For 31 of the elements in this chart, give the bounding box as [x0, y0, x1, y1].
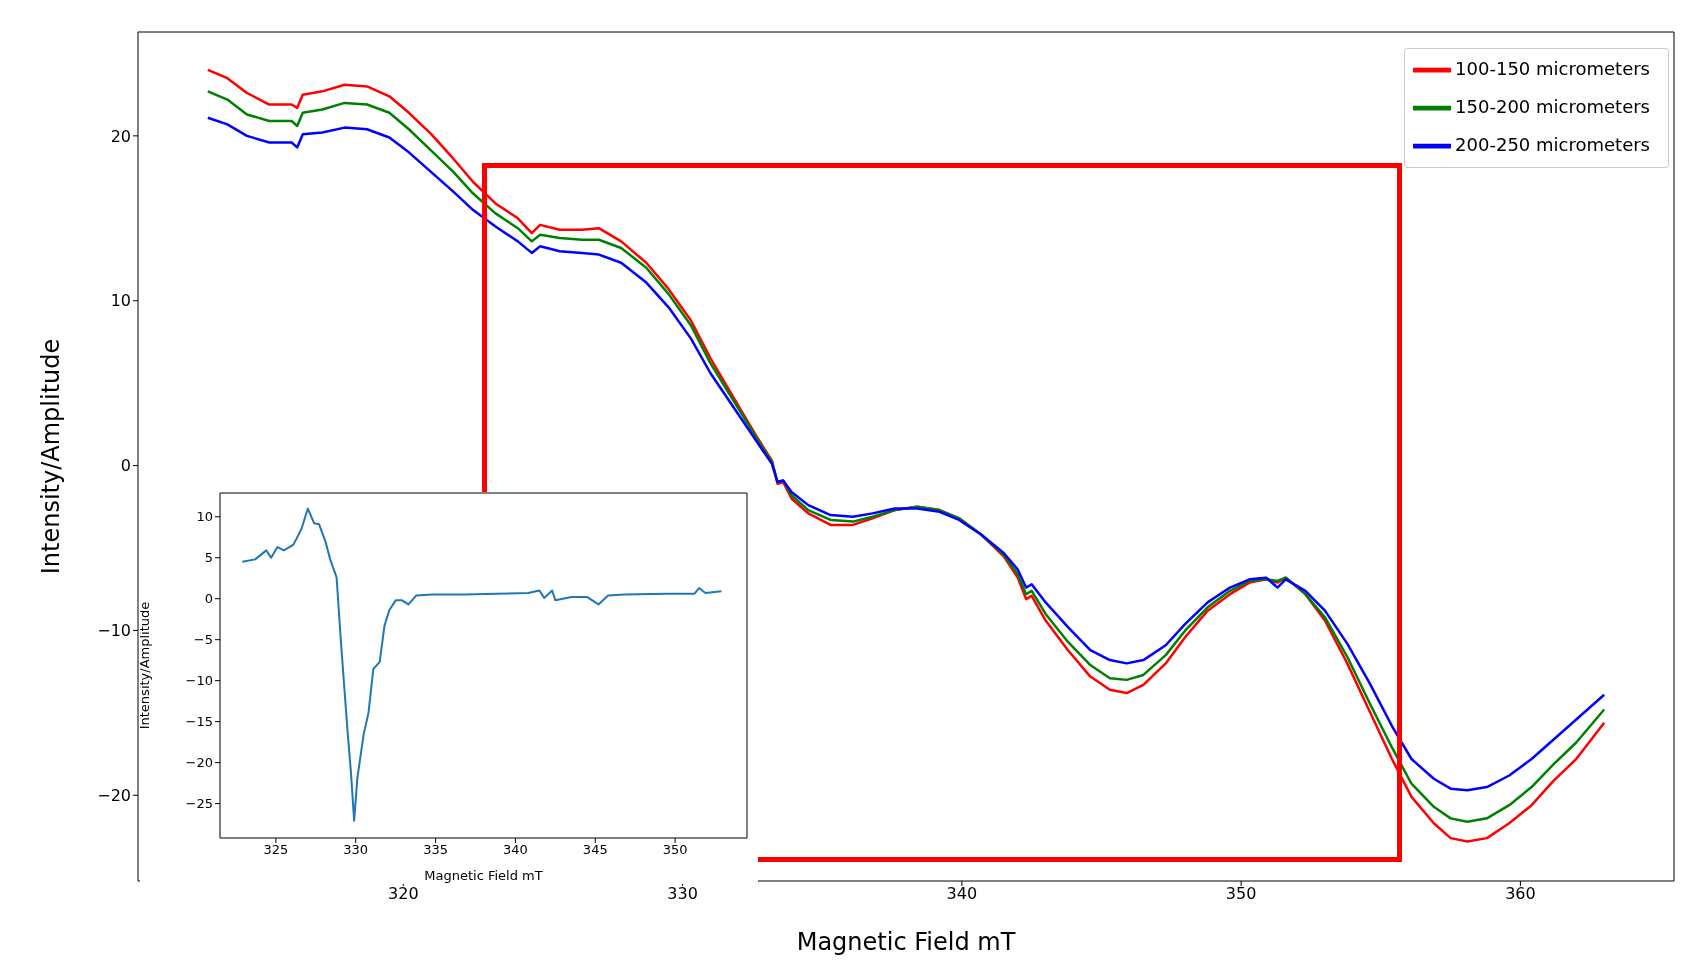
x-tick-label: 330	[343, 842, 369, 858]
y-tick-label: −5	[193, 632, 213, 648]
y-tick-label: 10	[196, 509, 213, 525]
y-tick-label: 0	[120, 456, 131, 476]
legend-label: 200-250 micrometers	[1455, 134, 1650, 155]
x-tick-label: 340	[503, 842, 528, 858]
x-tick-label: 340	[946, 884, 978, 904]
x-axis-title: Magnetic Field mT	[796, 928, 1016, 956]
x-tick-label: 330	[667, 884, 698, 904]
y-tick-label: −20	[97, 785, 131, 805]
y-tick-label: 5	[204, 550, 213, 566]
x-tick-label: 320	[388, 884, 419, 904]
x-axis-title: Magnetic Field mT	[424, 868, 543, 883]
y-axis-title: Intensity/Amplitude	[36, 338, 65, 575]
x-tick-label: 350	[1225, 884, 1257, 904]
y-tick-label: −15	[185, 714, 213, 730]
x-tick-label: 325	[263, 842, 289, 858]
y-tick-label: −10	[97, 621, 131, 641]
y-tick-label: 0	[204, 591, 213, 607]
y-tick-label: −20	[185, 755, 213, 771]
x-tick-label: 345	[582, 842, 608, 858]
y-tick-label: 20	[110, 126, 131, 146]
line-series	[241, 507, 723, 822]
y-tick-label: −25	[185, 796, 213, 812]
legend-label: 150-200 micrometers	[1455, 96, 1650, 117]
x-tick-label: 350	[662, 842, 688, 858]
legend-label: 100-150 micrometers	[1455, 58, 1650, 79]
y-tick-label: −10	[185, 673, 213, 689]
y-tick-label: 10	[110, 291, 131, 311]
x-tick-label: 360	[1505, 884, 1536, 904]
x-tick-label: 335	[423, 842, 448, 858]
